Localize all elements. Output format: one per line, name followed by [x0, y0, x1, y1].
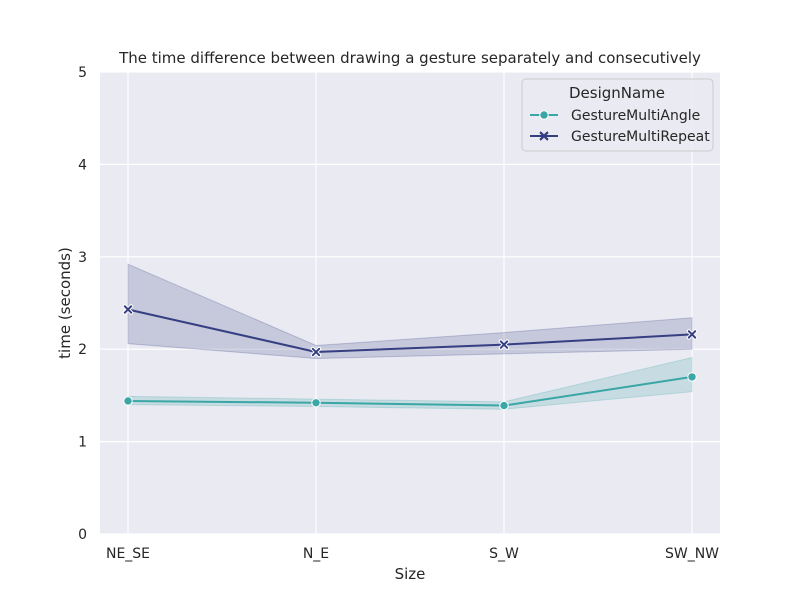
data-point — [686, 329, 698, 340]
y-tick-label: 0 — [78, 527, 87, 543]
y-tick-label: 4 — [78, 157, 87, 173]
legend-label: GestureMultiRepeat — [571, 129, 710, 145]
data-point — [498, 339, 510, 350]
x-axis-title: Size — [395, 565, 426, 583]
data-point — [123, 396, 133, 406]
x-tick-label: S_W — [489, 546, 519, 562]
legend-box — [521, 78, 714, 152]
data-point — [311, 398, 321, 408]
y-axis-title: time (seconds) — [56, 247, 74, 359]
legend-label: GestureMultiAngle — [571, 108, 700, 124]
series-line-1 — [127, 308, 693, 353]
y-tick-label: 5 — [78, 65, 87, 81]
data-point — [122, 304, 134, 315]
legend-swatch-marker — [539, 131, 549, 141]
legend-item: GestureMultiAngle — [530, 108, 700, 124]
confidence-bands — [127, 263, 693, 410]
y-tick-label: 2 — [78, 342, 87, 358]
x-tick-label: SW_NW — [665, 546, 719, 562]
legend: DesignName GestureMultiAngle GestureMulti… — [521, 78, 714, 152]
series-line-0 — [127, 375, 693, 407]
x-axis-ticks: NE_SE N_E S_W SW_NW — [106, 546, 719, 562]
series-lines — [127, 308, 693, 407]
data-point — [499, 400, 509, 411]
confidence-band-0 — [127, 356, 693, 410]
legend-item: GestureMultiRepeat — [530, 129, 710, 145]
series-markers — [122, 304, 698, 411]
x-tick-label: N_E — [303, 546, 329, 562]
confidence-band-1 — [127, 263, 693, 359]
chart-title: The time difference between drawing a ge… — [118, 49, 701, 67]
legend-swatch-marker — [539, 110, 549, 120]
y-tick-label: 1 — [78, 435, 87, 451]
y-tick-label: 3 — [78, 250, 87, 266]
data-point — [310, 346, 322, 358]
y-axis-ticks: 0 1 2 3 4 5 — [78, 65, 87, 543]
data-point — [687, 372, 697, 382]
legend-title: DesignName — [569, 84, 665, 102]
x-tick-label: NE_SE — [106, 546, 150, 562]
